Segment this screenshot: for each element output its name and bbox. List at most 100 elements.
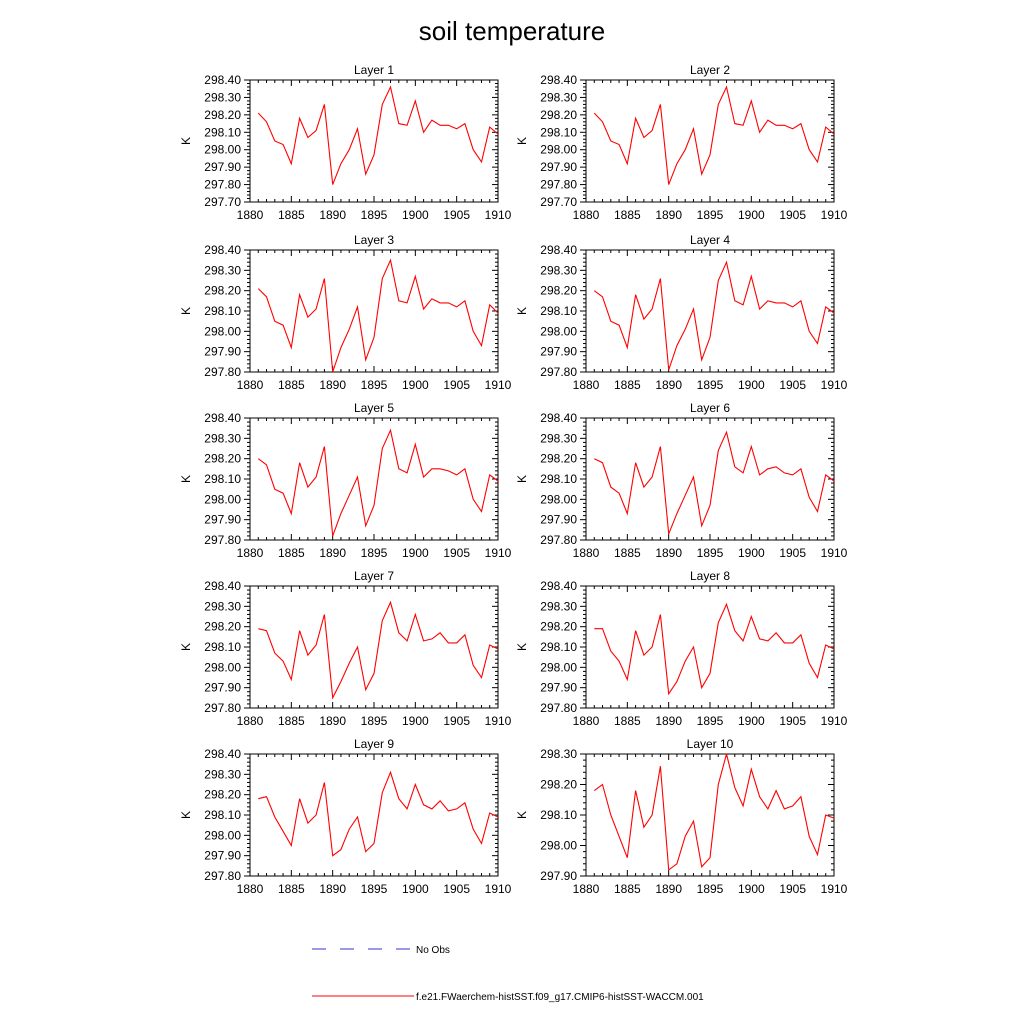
x-tick-label: 1910 bbox=[821, 546, 848, 560]
y-tick-label: 297.80 bbox=[204, 365, 241, 379]
x-tick-label: 1910 bbox=[821, 208, 848, 222]
y-tick-label: 297.80 bbox=[540, 178, 577, 192]
y-tick-label: 298.30 bbox=[540, 90, 577, 104]
x-tick-label: 1895 bbox=[697, 378, 724, 392]
series-line bbox=[593, 85, 835, 185]
y-tick-label: 297.70 bbox=[540, 195, 577, 209]
y-axis-label: K bbox=[179, 643, 193, 651]
x-tick-label: 1895 bbox=[697, 208, 724, 222]
y-tick-label: 297.90 bbox=[204, 513, 241, 527]
x-tick-label: 1900 bbox=[402, 546, 429, 560]
y-tick-label: 298.40 bbox=[204, 243, 241, 257]
x-tick-label: 1890 bbox=[319, 882, 346, 896]
panel-title: Layer 2 bbox=[690, 63, 730, 77]
panel-title: Layer 1 bbox=[354, 63, 394, 77]
y-tick-label: 298.00 bbox=[540, 143, 577, 157]
y-tick-label: 298.20 bbox=[540, 108, 577, 122]
x-tick-label: 1880 bbox=[573, 714, 600, 728]
plot-frame bbox=[249, 79, 499, 203]
panel-title: Layer 5 bbox=[354, 401, 394, 415]
x-tick-label: 1895 bbox=[697, 882, 724, 896]
x-tick-label: 1900 bbox=[402, 714, 429, 728]
y-axis-label: K bbox=[515, 307, 529, 315]
panel-title: Layer 8 bbox=[690, 569, 730, 583]
y-tick-label: 298.20 bbox=[540, 620, 577, 634]
y-tick-label: 297.90 bbox=[204, 681, 241, 695]
panel-title: Layer 6 bbox=[690, 401, 730, 415]
x-tick-label: 1905 bbox=[443, 546, 470, 560]
y-tick-label: 298.30 bbox=[204, 431, 241, 445]
y-tick-label: 298.40 bbox=[540, 411, 577, 425]
y-tick-label: 298.00 bbox=[204, 143, 241, 157]
y-tick-label: 298.10 bbox=[204, 640, 241, 654]
x-tick-label: 1895 bbox=[361, 208, 388, 222]
series-line bbox=[594, 602, 835, 696]
y-tick-label: 297.80 bbox=[540, 701, 577, 715]
x-tick-label: 1880 bbox=[237, 208, 264, 222]
y-tick-label: 298.40 bbox=[204, 747, 241, 761]
panels: Layer 1 K 1880 1885 1890 1895 1900 1905 1910 297.… bbox=[179, 63, 848, 896]
y-tick-label: 298.30 bbox=[540, 263, 577, 277]
series-line bbox=[593, 753, 835, 871]
y-tick-label: 298.10 bbox=[204, 808, 241, 822]
y-tick-label: 298.20 bbox=[540, 778, 577, 792]
plot-frame bbox=[585, 249, 835, 373]
x-tick-label: 1905 bbox=[779, 546, 806, 560]
panel-title: Layer 7 bbox=[354, 569, 394, 583]
y-tick-label: 298.20 bbox=[540, 284, 577, 298]
x-tick-label: 1895 bbox=[361, 714, 388, 728]
y-tick-label: 298.30 bbox=[540, 431, 577, 445]
x-tick-label: 1910 bbox=[485, 882, 512, 896]
x-tick-label: 1885 bbox=[614, 378, 641, 392]
plot-frame bbox=[249, 249, 499, 373]
y-tick-label: 297.90 bbox=[540, 869, 577, 883]
y-tick-label: 298.40 bbox=[204, 411, 241, 425]
y-tick-label: 298.10 bbox=[204, 304, 241, 318]
y-tick-label: 297.80 bbox=[540, 533, 577, 547]
x-tick-label: 1910 bbox=[821, 378, 848, 392]
plot-frame bbox=[585, 585, 835, 709]
x-tick-label: 1885 bbox=[278, 546, 305, 560]
x-tick-label: 1890 bbox=[655, 546, 682, 560]
y-tick-label: 297.80 bbox=[204, 701, 241, 715]
y-tick-label: 298.10 bbox=[540, 472, 577, 486]
y-tick-label: 298.30 bbox=[204, 767, 241, 781]
x-tick-label: 1880 bbox=[573, 882, 600, 896]
plot-frame bbox=[249, 585, 499, 709]
x-tick-label: 1890 bbox=[655, 208, 682, 222]
x-tick-label: 1885 bbox=[614, 882, 641, 896]
y-tick-label: 298.20 bbox=[540, 452, 577, 466]
legend: No Obs f.e21.FWaerchem-histSST.f09_g17.C… bbox=[312, 945, 704, 1003]
x-tick-label: 1910 bbox=[821, 882, 848, 896]
x-tick-label: 1885 bbox=[614, 208, 641, 222]
x-tick-label: 1890 bbox=[655, 714, 682, 728]
x-tick-label: 1880 bbox=[573, 208, 600, 222]
panel-layer-4: Layer 4 K 1880 1885 1890 1895 1900 1905 1910 297.… bbox=[515, 233, 848, 392]
y-axis-label: K bbox=[515, 643, 529, 651]
x-tick-label: 1910 bbox=[485, 714, 512, 728]
series-line bbox=[258, 770, 499, 857]
plot-frame bbox=[585, 79, 835, 203]
x-tick-label: 1885 bbox=[278, 714, 305, 728]
plot-frame bbox=[585, 417, 835, 541]
panel-layer-7: Layer 7 K 1880 1885 1890 1895 1900 1905 1910 297.… bbox=[179, 569, 512, 728]
y-axis-label: K bbox=[515, 475, 529, 483]
panel-title: Layer 3 bbox=[354, 233, 394, 247]
y-axis-label: K bbox=[179, 475, 193, 483]
x-tick-label: 1910 bbox=[821, 714, 848, 728]
y-tick-label: 298.20 bbox=[204, 108, 241, 122]
x-tick-label: 1880 bbox=[237, 546, 264, 560]
y-tick-label: 298.20 bbox=[204, 452, 241, 466]
x-tick-label: 1885 bbox=[614, 546, 641, 560]
y-tick-label: 298.40 bbox=[204, 73, 241, 87]
x-tick-label: 1895 bbox=[697, 546, 724, 560]
y-tick-label: 298.00 bbox=[540, 324, 577, 338]
x-tick-label: 1890 bbox=[655, 882, 682, 896]
x-tick-label: 1885 bbox=[278, 882, 305, 896]
x-tick-label: 1895 bbox=[361, 882, 388, 896]
y-tick-label: 297.90 bbox=[204, 160, 241, 174]
y-tick-label: 297.90 bbox=[204, 849, 241, 863]
y-tick-label: 298.40 bbox=[540, 73, 577, 87]
x-tick-label: 1905 bbox=[779, 882, 806, 896]
x-tick-label: 1905 bbox=[779, 208, 806, 222]
